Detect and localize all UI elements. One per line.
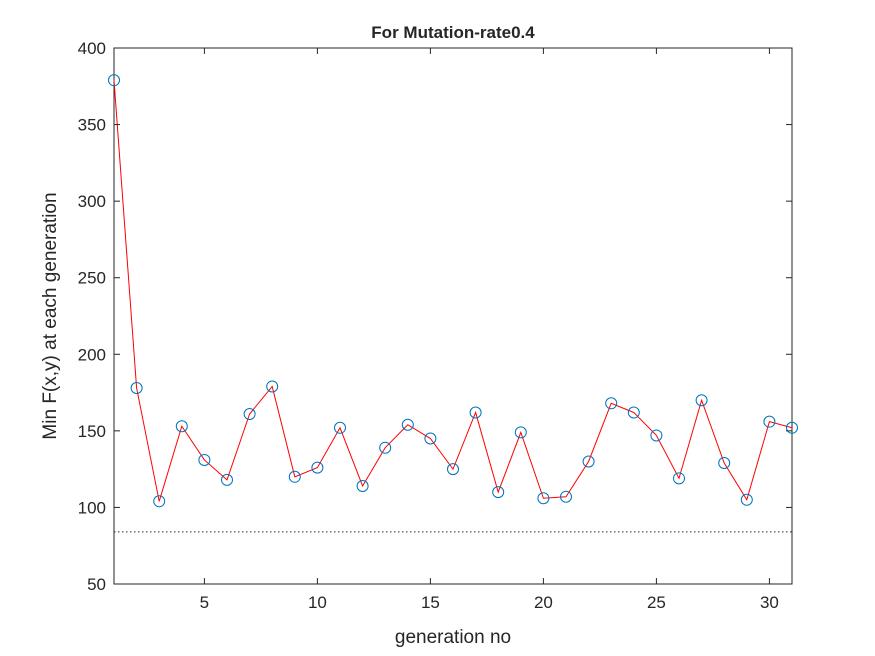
data-point	[311, 461, 324, 474]
axis-ticks: 5 10 15 20 25 30 50 100 150 200 250 300 350 400	[78, 39, 792, 612]
y-tick-label: 100	[78, 498, 106, 517]
data-point	[401, 418, 414, 431]
y-tick-label: 200	[78, 345, 106, 364]
data-point	[198, 453, 211, 466]
data-point	[153, 495, 166, 508]
data-point	[266, 380, 279, 393]
data-point	[221, 473, 233, 486]
plot-area	[113, 47, 793, 585]
y-tick-label: 150	[78, 422, 106, 441]
series-line	[113, 80, 793, 502]
data-point	[740, 493, 753, 506]
data-point	[492, 486, 505, 499]
data-point	[537, 492, 550, 505]
y-tick-label: 400	[78, 39, 106, 58]
data-point	[175, 420, 188, 433]
y-tick-label: 50	[87, 575, 106, 594]
data-point	[424, 432, 437, 445]
y-tick-label: 250	[78, 269, 106, 288]
data-series-layer	[108, 74, 798, 508]
x-tick-label: 5	[200, 593, 209, 612]
x-tick-label: 30	[760, 593, 779, 612]
data-point	[356, 479, 369, 492]
data-point	[763, 415, 776, 428]
data-point	[288, 470, 301, 483]
data-point	[695, 394, 708, 407]
x-tick-label: 10	[308, 593, 327, 612]
data-point	[243, 408, 256, 421]
y-tick-label: 300	[78, 192, 106, 211]
y-axis-label: Min F(x,y) at each generation	[40, 192, 61, 439]
data-point	[334, 421, 346, 434]
data-point	[108, 74, 120, 87]
y-tick-label: 350	[78, 116, 106, 135]
data-point	[514, 426, 527, 439]
data-point	[650, 429, 663, 442]
data-point	[469, 406, 482, 419]
data-point	[582, 455, 595, 468]
data-point	[718, 457, 731, 470]
chart-title: For Mutation-rate0.4	[371, 23, 535, 42]
x-tick-label: 15	[421, 593, 440, 612]
data-point	[447, 463, 459, 476]
data-point	[605, 397, 618, 410]
data-point	[130, 381, 143, 394]
x-tick-label: 25	[647, 593, 666, 612]
x-axis-label: generation no	[395, 627, 511, 648]
data-point	[627, 406, 640, 419]
data-point	[673, 472, 685, 485]
x-tick-label: 20	[534, 593, 553, 612]
data-point	[379, 441, 392, 454]
data-point	[560, 490, 572, 503]
data-point	[786, 421, 798, 434]
